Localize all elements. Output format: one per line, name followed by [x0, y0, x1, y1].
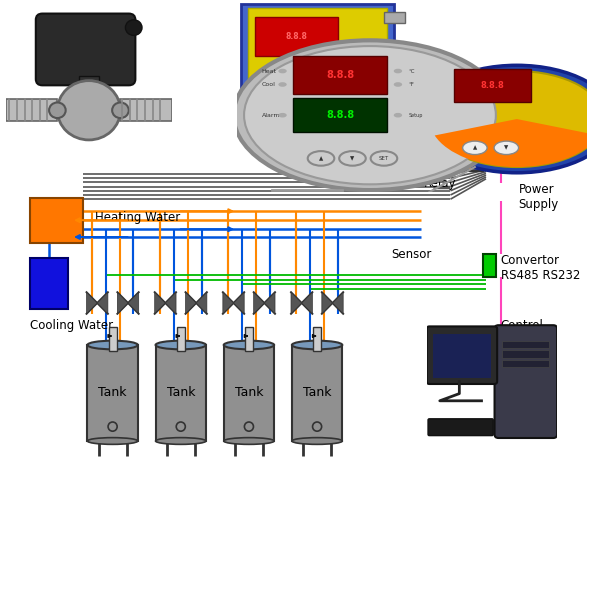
- Text: Relay: Relay: [424, 176, 456, 190]
- Bar: [155, 345, 206, 441]
- Bar: [88, 345, 138, 441]
- Bar: [433, 126, 483, 171]
- Polygon shape: [302, 292, 313, 314]
- Bar: [177, 327, 185, 351]
- Ellipse shape: [155, 437, 206, 445]
- Ellipse shape: [224, 341, 274, 349]
- Polygon shape: [155, 292, 166, 314]
- Bar: [436, 164, 480, 169]
- Text: Convertor
RS485 RS232: Convertor RS485 RS232: [501, 254, 580, 282]
- Text: Power
Supply: Power Supply: [518, 183, 559, 211]
- Bar: [483, 254, 496, 277]
- Text: Cooling Water: Cooling Water: [29, 319, 113, 332]
- Ellipse shape: [155, 341, 206, 349]
- Bar: [29, 198, 83, 243]
- Ellipse shape: [88, 437, 138, 445]
- Bar: [292, 345, 342, 441]
- Ellipse shape: [88, 341, 138, 349]
- Polygon shape: [196, 292, 207, 314]
- Polygon shape: [291, 292, 302, 314]
- Bar: [436, 128, 480, 133]
- Ellipse shape: [292, 341, 342, 349]
- Polygon shape: [223, 292, 233, 314]
- Text: Tank: Tank: [303, 386, 331, 400]
- Bar: [436, 142, 480, 148]
- Text: Heating Water: Heating Water: [95, 211, 180, 224]
- Polygon shape: [128, 292, 139, 314]
- Text: Sensor: Sensor: [391, 248, 431, 262]
- Polygon shape: [322, 292, 332, 314]
- Ellipse shape: [292, 437, 342, 445]
- Polygon shape: [86, 292, 97, 314]
- Bar: [313, 327, 321, 351]
- Text: Tank: Tank: [98, 386, 127, 400]
- Polygon shape: [332, 292, 343, 314]
- Text: Tank: Tank: [235, 386, 263, 400]
- Bar: [245, 327, 253, 351]
- Polygon shape: [265, 292, 275, 314]
- Bar: [109, 327, 116, 351]
- Polygon shape: [97, 292, 108, 314]
- Polygon shape: [118, 292, 128, 314]
- Polygon shape: [233, 292, 244, 314]
- Polygon shape: [166, 292, 176, 314]
- Polygon shape: [254, 292, 265, 314]
- Polygon shape: [185, 292, 196, 314]
- Text: Tank: Tank: [167, 386, 195, 400]
- Bar: [29, 258, 68, 309]
- Bar: [436, 149, 480, 155]
- Text: Cabinet: Cabinet: [424, 140, 470, 154]
- Bar: [436, 135, 480, 140]
- Text: Control
center: Control center: [501, 319, 544, 347]
- Ellipse shape: [224, 437, 274, 445]
- Bar: [436, 157, 480, 162]
- Bar: [224, 345, 274, 441]
